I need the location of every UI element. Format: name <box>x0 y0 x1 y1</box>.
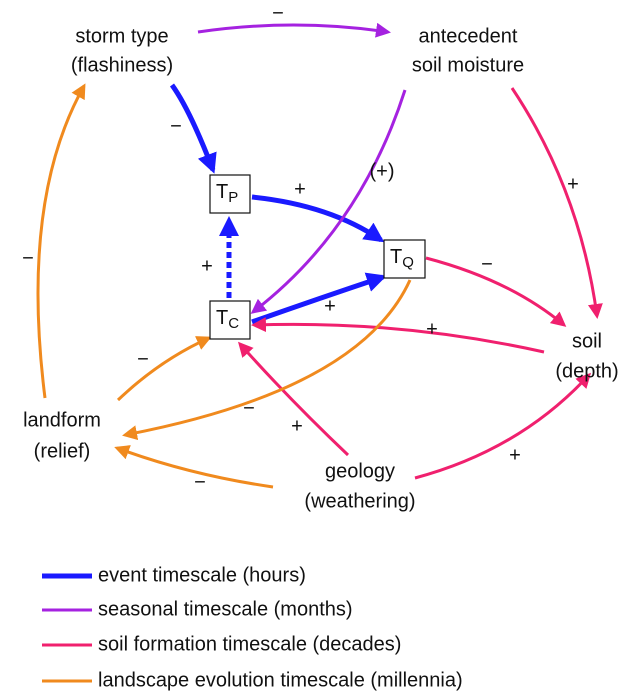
node-label: antecedent <box>419 25 518 47</box>
edge-sign: + <box>426 318 438 340</box>
edge-sign: + <box>324 295 336 317</box>
edge-sign: − <box>22 247 34 269</box>
edge-sign: (+) <box>370 160 395 182</box>
node-subscript: Q <box>402 254 414 271</box>
edge <box>251 272 387 325</box>
edge <box>116 336 212 402</box>
legend-label: soil formation timescale (decades) <box>98 633 401 655</box>
node-label: TC <box>216 307 239 332</box>
edge <box>114 445 274 489</box>
node-box <box>383 239 426 279</box>
legend-label: seasonal timescale (months) <box>98 598 353 620</box>
edge-sign: + <box>567 173 579 195</box>
edge <box>251 317 545 354</box>
node-box <box>209 300 251 340</box>
node-label: landform <box>23 409 101 431</box>
edge-sign: − <box>243 397 255 419</box>
node-label: TQ <box>390 246 414 271</box>
edge <box>425 256 567 327</box>
node-label: storm type <box>75 25 168 47</box>
node-subscript: C <box>228 315 239 332</box>
edge <box>122 279 412 441</box>
legend-label: landscape evolution timescale (millennia… <box>98 669 463 691</box>
node-label: T <box>216 307 228 329</box>
edge <box>414 372 592 480</box>
edge <box>197 22 391 38</box>
edge-sign: − <box>194 471 206 493</box>
node-label: soil moisture <box>412 54 524 76</box>
edge-sign: − <box>170 115 182 137</box>
node-label: (relief) <box>34 440 91 462</box>
edge-sign: + <box>201 255 213 277</box>
edge <box>36 83 86 399</box>
node-label: soil <box>572 330 602 352</box>
edge <box>251 194 385 243</box>
node-subscript: P <box>228 189 238 206</box>
node-label: (weathering) <box>304 490 415 512</box>
edge <box>510 87 603 319</box>
edge-sign: + <box>509 444 521 466</box>
edge-sign: + <box>294 178 306 200</box>
node-label: T <box>390 246 402 268</box>
edge-sign: + <box>291 415 303 437</box>
edge <box>250 89 407 314</box>
edge <box>238 341 350 457</box>
edge <box>169 83 217 174</box>
legend-label: event timescale (hours) <box>98 564 306 586</box>
node-label: T <box>216 181 228 203</box>
node-box <box>209 174 251 214</box>
edge-sign: − <box>137 348 149 370</box>
node-label: (flashiness) <box>71 54 173 76</box>
edge-sign: − <box>481 253 493 275</box>
edge-sign: − <box>272 2 284 24</box>
node-label: geology <box>325 460 395 482</box>
node-label: TP <box>216 181 238 206</box>
node-label: (depth) <box>555 360 618 382</box>
